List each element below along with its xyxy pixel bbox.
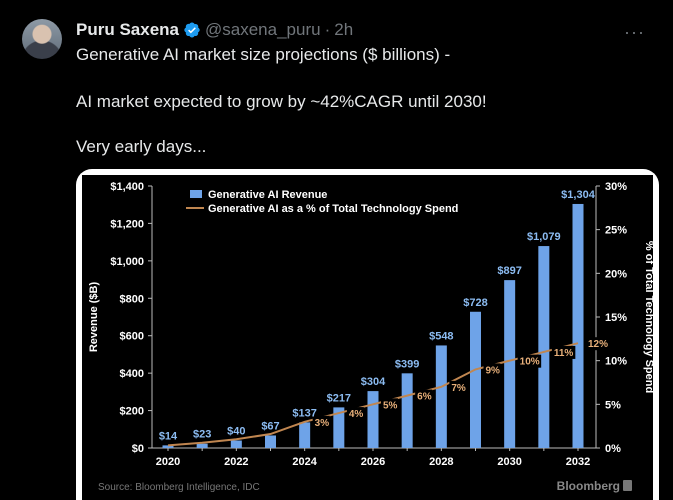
x-tick-label: 2020 (156, 456, 180, 468)
avatar[interactable] (22, 19, 62, 59)
line-label-bg (586, 337, 610, 351)
y-tick-label-right: 5% (605, 399, 621, 411)
x-tick-label: 2032 (566, 456, 590, 468)
bar (162, 445, 174, 448)
y-tick-label-left: $400 (120, 368, 144, 380)
x-tick-label: 2028 (429, 456, 453, 468)
bar (333, 407, 345, 448)
line-data-label: 6% (417, 392, 432, 403)
y-tick-label-left: $1,200 (110, 218, 144, 230)
line-label-bg (415, 389, 433, 403)
line-label-bg (551, 345, 576, 359)
x-tick-label: 2026 (361, 456, 385, 468)
y-tick-label-left: $800 (120, 293, 144, 305)
author-name[interactable]: Puru Saxena (76, 20, 179, 39)
tweet-text-line: Very early days... (76, 137, 207, 156)
line-data-label: 5% (383, 400, 398, 411)
bar-data-label: $137 (292, 407, 316, 419)
y-tick-label-right: 25% (605, 225, 627, 237)
y-axis-title-right: % of Total Technology Spend (643, 241, 653, 393)
y-tick-label-left: $0 (132, 443, 144, 455)
bar-data-label: $23 (193, 429, 211, 441)
bar (401, 373, 413, 448)
bar (299, 422, 311, 448)
bar-data-label: $1,079 (527, 231, 561, 243)
line-data-label: 10% (520, 357, 540, 368)
line-data-label: 7% (451, 383, 466, 394)
y-tick-label-right: 10% (605, 356, 627, 368)
media-image[interactable]: $0 $200 $400 $600 $800 $1,000 $1,200 $1,400 0% 5%… (76, 169, 659, 500)
separator-dot: · (324, 20, 331, 39)
y-tick-label-right: 20% (605, 268, 627, 280)
line-label-bg (449, 380, 467, 394)
y-tick-label-left: $200 (120, 406, 144, 418)
bar-data-label: $897 (497, 265, 521, 277)
line-data-label: 11% (554, 348, 574, 359)
bar (470, 311, 481, 448)
legend-line-label: Generative AI as a % of Total Technology… (208, 203, 458, 215)
bar (265, 435, 276, 448)
line-data-label: 3% (315, 418, 330, 429)
y-tick-label-right: 0% (605, 443, 621, 455)
y-axis-title-left: Revenue ($B) (88, 282, 100, 353)
bar (367, 391, 379, 448)
more-options-icon[interactable]: ··· (624, 22, 645, 42)
verified-badge-icon (184, 22, 200, 38)
chart-brand: Bloomberg (557, 479, 620, 493)
brand-icon (623, 480, 632, 491)
line-data-label: 9% (486, 365, 501, 376)
bar-data-label: $67 (261, 420, 279, 432)
bar (230, 440, 242, 448)
tweet-text-line: Generative AI market size projections ($… (76, 45, 451, 64)
legend-bar-swatch (190, 190, 202, 198)
y-tick-label-right: 30% (605, 181, 627, 193)
bar-data-label: $399 (395, 358, 419, 370)
y-tick-label-left: $1,000 (110, 256, 144, 268)
legend-bar-label: Generative AI Revenue (208, 189, 327, 201)
bar-data-label: $1,304 (561, 189, 596, 201)
tweet-header: Puru Saxena @saxena_puru · 2h (76, 19, 353, 41)
chart-source: Source: Bloomberg Intelligence, IDC (98, 482, 260, 493)
line-label-bg (312, 415, 330, 429)
bar-data-label: $548 (429, 330, 453, 342)
x-tick-label: 2030 (497, 456, 521, 468)
bar-data-label: $217 (327, 392, 351, 404)
line-data-label: 12% (588, 339, 608, 350)
author-handle[interactable]: @saxena_puru (205, 20, 321, 39)
bar (572, 203, 584, 448)
bar (435, 345, 447, 448)
percent-line (167, 342, 579, 447)
line-label-bg (517, 354, 542, 368)
bar-data-label: $14 (159, 430, 178, 442)
bar (196, 443, 208, 448)
bar (538, 246, 550, 448)
x-tick-label: 2022 (224, 456, 248, 468)
chart: $0 $200 $400 $600 $800 $1,000 $1,200 $1,400 0% 5%… (82, 175, 653, 500)
y-tick-label-left: $600 (120, 331, 144, 343)
y-tick-label-left: $1,400 (110, 181, 144, 193)
bar-data-label: $728 (463, 297, 487, 309)
post-timestamp[interactable]: 2h (334, 20, 354, 39)
y-tick-label-right: 15% (605, 312, 627, 324)
bar (504, 280, 516, 448)
bar-data-label: $40 (227, 426, 245, 438)
line-label-bg (381, 398, 398, 412)
line-label-bg (346, 407, 364, 421)
tweet-text-line: AI market expected to grow by ~42%CAGR u… (76, 92, 487, 111)
line-data-label: 4% (349, 409, 364, 420)
line-label-bg (483, 363, 501, 377)
x-tick-label: 2024 (292, 456, 317, 468)
bar-data-label: $304 (361, 376, 386, 388)
